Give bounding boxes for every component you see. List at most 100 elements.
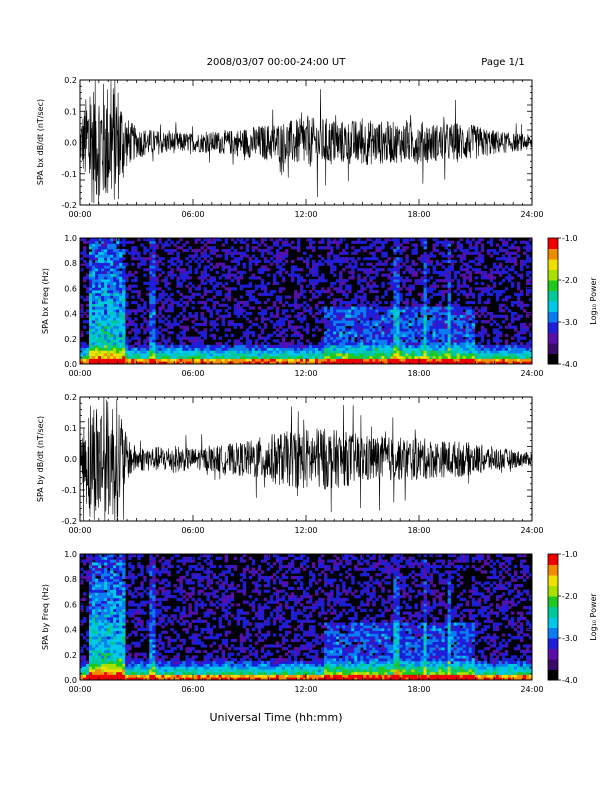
spectrogram-cell	[263, 238, 268, 242]
spectrogram-cell	[149, 339, 153, 343]
spectrogram-cell	[188, 350, 192, 354]
spectrogram-cell	[227, 306, 232, 310]
spectrogram-cell	[369, 336, 373, 340]
spectrogram-cell	[119, 254, 123, 258]
spectrogram-cell	[164, 301, 168, 305]
spectrogram-cell	[89, 575, 93, 580]
spectrogram-cell	[296, 353, 301, 357]
spectrogram-cell	[405, 358, 409, 362]
spectrogram-cell	[236, 238, 241, 242]
spectrogram-cell	[450, 347, 455, 351]
spectrogram-cell	[480, 254, 485, 258]
spectrogram-cell	[185, 355, 189, 359]
spectrogram-cell	[429, 339, 433, 343]
spectrogram-cell	[384, 309, 388, 313]
spectrogram-cell	[197, 347, 201, 351]
spectrogram-cell	[516, 355, 521, 359]
spectrogram-cell	[92, 614, 96, 618]
spectrogram-cell	[405, 238, 409, 242]
y-axis-label: SPA by dB/dt (nT/sec)	[36, 416, 45, 502]
spectrogram-cell	[432, 333, 436, 338]
spectrogram-cell	[477, 358, 482, 362]
spectrogram-cell	[182, 314, 186, 318]
spectrogram-cell	[516, 331, 521, 335]
spectrogram-cell	[254, 287, 259, 291]
spectrogram-cell	[447, 259, 452, 264]
spectrogram-cell	[363, 303, 367, 307]
spectrogram-cell	[474, 350, 479, 354]
spectrogram-cell	[438, 292, 442, 296]
spectrogram-cell	[158, 273, 162, 277]
spectrogram-cell	[519, 265, 524, 269]
spectrogram-cell	[468, 328, 473, 332]
spectrogram-cell	[224, 248, 229, 253]
spectrogram-cell	[423, 276, 427, 280]
spectrogram-cell	[200, 344, 204, 348]
spectrogram-cell	[378, 347, 382, 351]
spectrogram-cell	[438, 314, 442, 318]
colorbar-segment	[548, 353, 558, 365]
spectrogram-cell	[357, 295, 361, 299]
spectrogram-cell	[113, 328, 117, 332]
y-tick-label: 0.2	[64, 335, 77, 344]
spectrogram-cell	[206, 290, 210, 294]
spectrogram-cell	[263, 355, 268, 359]
spectrogram-cell	[375, 331, 379, 335]
spectrogram-cell	[393, 243, 397, 247]
spectrogram-cell	[312, 240, 316, 244]
spectrogram-cell	[191, 320, 195, 324]
spectrogram-cell	[351, 273, 355, 277]
spectrogram-cell	[257, 306, 262, 310]
spectrogram-cell	[89, 652, 93, 656]
spectrogram-cell	[113, 339, 117, 343]
spectrogram-cell	[230, 361, 235, 365]
spectrogram-cell	[239, 273, 244, 277]
spectrogram-cell	[122, 325, 126, 329]
spectrogram-cell	[104, 279, 108, 283]
spectrogram-cell	[296, 295, 301, 299]
spectrogram-cell	[501, 270, 506, 275]
spectrogram-cell	[423, 311, 427, 316]
spectrogram-cell	[92, 254, 96, 258]
spectrogram-cell	[167, 287, 171, 291]
spectrogram-cell	[408, 270, 412, 275]
spectrogram-cell	[206, 246, 210, 250]
spectrogram-cell	[405, 339, 409, 343]
spectrogram-cell	[441, 284, 446, 288]
spectrogram-cell	[489, 243, 494, 247]
spectrogram-cell	[456, 325, 461, 329]
spectrogram-cell	[420, 257, 424, 261]
spectrogram-cell	[95, 262, 99, 266]
spectrogram-cell	[113, 279, 117, 283]
spectrogram-cell	[351, 342, 355, 346]
spectrogram-cell	[242, 333, 247, 338]
spectrogram-cell	[321, 246, 325, 250]
spectrogram-cell	[426, 309, 430, 313]
spectrogram-cell	[333, 238, 337, 242]
spectrogram-cell	[119, 265, 123, 269]
spectrogram-cell	[218, 358, 223, 362]
spectrogram-cell	[360, 306, 364, 310]
spectrogram-cell	[200, 331, 204, 335]
spectrogram-cell	[351, 240, 355, 244]
spectrogram-cell	[321, 279, 325, 283]
series-line	[80, 80, 532, 204]
spectrogram-cell	[528, 287, 533, 291]
spectrogram-cell	[110, 303, 114, 307]
spectrogram-cell	[92, 276, 96, 280]
spectrogram-cell	[149, 259, 153, 264]
spectrogram-cell	[399, 287, 403, 291]
spectrogram-cell	[468, 342, 473, 346]
spectrogram-cell	[209, 238, 213, 242]
spectrogram-cell	[450, 333, 455, 338]
spectrogram-cell	[293, 306, 298, 310]
spectrogram-cell	[83, 669, 87, 673]
spectrogram-cell	[462, 311, 467, 316]
spectrogram-cell	[396, 257, 400, 261]
spectrogram-cell	[360, 331, 364, 335]
spectrogram-cell	[312, 314, 316, 318]
spectrogram-cell	[143, 361, 147, 365]
spectrogram-cell	[191, 306, 195, 310]
spectrogram-cell	[236, 353, 241, 357]
spectrogram-cell	[393, 355, 397, 359]
